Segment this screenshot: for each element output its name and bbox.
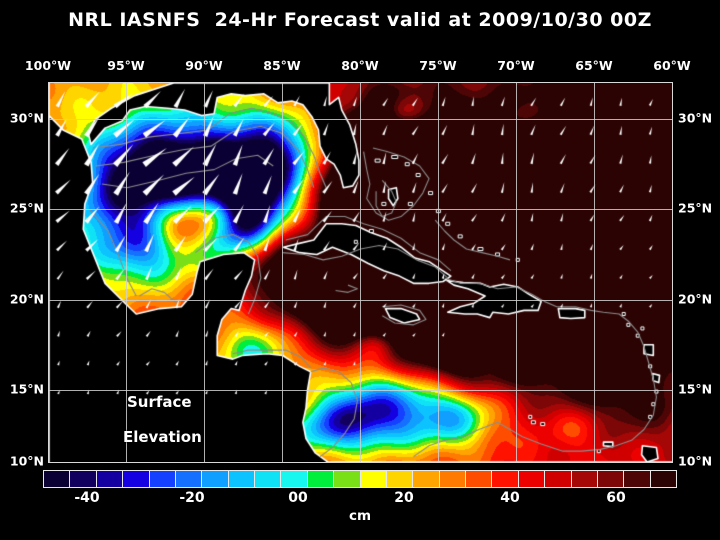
lat-tick-right-20N: 20°N: [678, 291, 713, 307]
map-panel[interactable]: Surface Elevation: [48, 82, 673, 463]
colorbar-tick--40: -40: [74, 490, 100, 506]
page-title: NRL IASNFS 24-Hr Forecast valid at 2009/…: [68, 9, 652, 31]
gridline-lat-30: [49, 119, 672, 120]
colorbar-segment-14: [413, 471, 440, 487]
colorbar-segment-1: [70, 471, 97, 487]
colorbar-segment-11: [334, 471, 361, 487]
colorbar-segment-19: [545, 471, 572, 487]
colorbar-segment-5: [175, 471, 203, 487]
colorbar-segment-20: [571, 471, 598, 487]
lat-tick-left-30N: 30°N: [9, 110, 44, 126]
lat-tick-right-10N: 10°N: [678, 453, 713, 469]
lat-tick-right-25N: 25°N: [678, 200, 713, 216]
gridline-lon-65: [594, 83, 595, 462]
colorbar-segment-18: [518, 471, 546, 487]
lon-tick-80W: 80°W: [341, 58, 379, 73]
gridline-lat-20: [49, 300, 672, 301]
colorbar-segment-12: [360, 471, 387, 487]
colorbar-tick-40: 40: [500, 490, 520, 506]
colorbar-segment-6: [202, 471, 229, 487]
overlay-label-line1: Surface: [127, 393, 192, 411]
colorbar-segment-8: [255, 471, 282, 487]
gridline-lon-80: [360, 83, 361, 462]
gridline-lat-25: [49, 209, 672, 210]
gridline-lon-70: [516, 83, 517, 462]
colorbar-segment-15: [439, 471, 466, 487]
gridline-lon-85: [282, 83, 283, 462]
gridline-lon-75: [438, 83, 439, 462]
colorbar-segment-0: [44, 471, 71, 487]
colorbar-segment-23: [650, 471, 676, 487]
colorbar-segment-22: [624, 471, 651, 487]
colorbar-segment-21: [597, 471, 625, 487]
colorbar-segment-9: [281, 471, 308, 487]
colorbar-segment-16: [466, 471, 493, 487]
colorbar-segment-3: [123, 471, 150, 487]
colorbar-tick-20: 20: [394, 490, 414, 506]
colorbar-segment-2: [96, 471, 124, 487]
lon-tick-90W: 90°W: [185, 58, 223, 73]
colorbar-tick--20: -20: [179, 490, 205, 506]
lon-tick-60W: 60°W: [653, 58, 691, 73]
lat-tick-right-15N: 15°N: [678, 381, 713, 397]
lat-tick-left-25N: 25°N: [9, 200, 44, 216]
lon-tick-85W: 85°W: [263, 58, 301, 73]
gridline-lon-90: [204, 83, 205, 462]
lon-tick-100W: 100°W: [24, 58, 72, 73]
lon-tick-95W: 95°W: [107, 58, 145, 73]
colorbar-segment-10: [307, 471, 335, 487]
colorbar-segment-4: [149, 471, 176, 487]
lat-tick-left-20N: 20°N: [9, 291, 44, 307]
overlay-label-line2: Elevation: [123, 428, 202, 446]
gridline-lon-95: [126, 83, 127, 462]
lon-tick-70W: 70°W: [497, 58, 535, 73]
colorbar[interactable]: [43, 470, 677, 488]
colorbar-segment-7: [228, 471, 255, 487]
colorbar-tick-60: 60: [606, 490, 626, 506]
lat-tick-left-15N: 15°N: [9, 381, 44, 397]
colorbar-tick-00: 00: [288, 490, 308, 506]
lon-tick-65W: 65°W: [575, 58, 613, 73]
colorbar-segment-17: [492, 471, 519, 487]
colorbar-segment-13: [386, 471, 414, 487]
lat-tick-left-10N: 10°N: [9, 453, 44, 469]
lat-tick-right-30N: 30°N: [678, 110, 713, 126]
colorbar-unit-label: cm: [348, 508, 372, 524]
gridline-lat-15: [49, 390, 672, 391]
lon-tick-75W: 75°W: [419, 58, 457, 73]
